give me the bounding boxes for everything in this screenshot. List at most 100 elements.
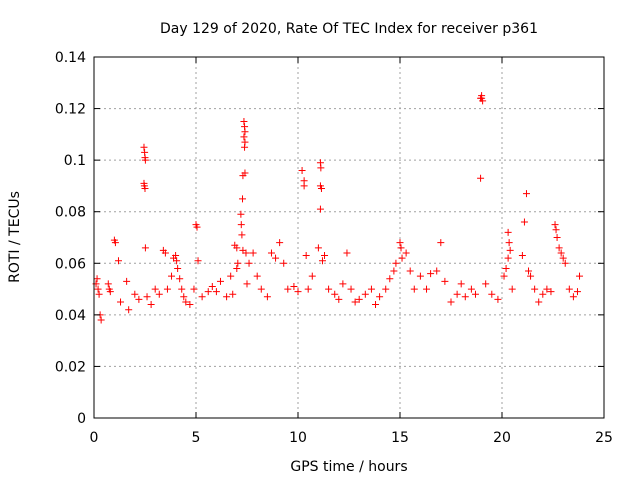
data-point: [284, 285, 292, 293]
data-point: [347, 285, 355, 293]
data-point: [190, 285, 198, 293]
data-point: [290, 282, 298, 290]
data-point: [233, 244, 241, 252]
y-tick-label: 0.06: [55, 256, 86, 272]
data-point: [535, 298, 543, 306]
data-point: [242, 249, 250, 257]
data-point: [193, 223, 201, 231]
data-point: [410, 285, 418, 293]
data-point: [143, 293, 151, 301]
data-point: [272, 254, 280, 262]
data-point: [527, 272, 535, 280]
data-point: [343, 249, 351, 257]
data-point: [321, 252, 329, 260]
data-point: [241, 169, 249, 177]
data-point: [163, 285, 171, 293]
data-point: [494, 295, 502, 303]
data-point: [441, 277, 449, 285]
data-point: [267, 249, 275, 257]
data-point: [104, 280, 112, 288]
data-point: [204, 288, 212, 296]
y-tick-label: 0.02: [55, 359, 86, 375]
data-point: [471, 290, 479, 298]
data-point: [245, 259, 253, 267]
data-point: [223, 293, 231, 301]
data-point: [402, 249, 410, 257]
data-point: [93, 275, 101, 283]
data-point: [294, 288, 302, 296]
data-point: [317, 164, 325, 172]
data-point: [437, 239, 445, 247]
data-point: [331, 290, 339, 298]
data-point: [253, 272, 261, 280]
data-points: [92, 92, 584, 324]
chart-title: Day 129 of 2020, Rate Of TEC Index for r…: [160, 21, 538, 37]
data-point: [141, 244, 149, 252]
data-point: [95, 290, 103, 298]
data-point: [518, 252, 526, 260]
x-tick-label: 15: [391, 430, 409, 446]
data-point: [186, 301, 194, 309]
data-point: [135, 295, 143, 303]
data-point: [504, 254, 512, 262]
data-point: [427, 270, 435, 278]
data-point: [117, 298, 125, 306]
data-point: [573, 288, 581, 296]
data-point: [298, 166, 306, 174]
x-tick-label: 20: [493, 430, 511, 446]
data-point: [123, 277, 131, 285]
y-tick-label: 0: [77, 411, 86, 427]
data-point: [500, 272, 508, 280]
data-point: [478, 92, 486, 100]
data-point: [565, 285, 573, 293]
x-axis-label: GPS time / hours: [290, 459, 407, 475]
data-point: [508, 285, 516, 293]
data-point: [423, 285, 431, 293]
data-point: [416, 272, 424, 280]
data-point: [176, 275, 184, 283]
data-point: [539, 290, 547, 298]
data-point: [467, 285, 475, 293]
data-point: [561, 259, 569, 267]
data-point: [173, 257, 181, 265]
y-axis-label: ROTI / TECUs: [7, 191, 23, 283]
data-point: [111, 239, 119, 247]
data-point: [151, 285, 159, 293]
data-point: [569, 293, 577, 301]
data-point: [106, 288, 114, 296]
data-point: [506, 246, 514, 254]
data-point: [576, 272, 584, 280]
data-point: [543, 285, 551, 293]
data-point: [249, 249, 257, 257]
data-point: [114, 257, 122, 265]
plot-frame: [93, 56, 605, 419]
data-point: [351, 298, 359, 306]
data-point: [531, 285, 539, 293]
data-point: [457, 280, 465, 288]
data-point: [525, 267, 533, 275]
data-point: [194, 257, 202, 265]
axis-ticks: 0 5 10 15 20 25 0 0.02 0.04 0.06 0.08 0.1 0.12 0.14: [55, 50, 613, 446]
data-point: [367, 285, 375, 293]
data-point: [477, 174, 485, 182]
data-point: [263, 293, 271, 301]
data-point: [243, 280, 251, 288]
data-point: [397, 244, 405, 252]
data-point: [522, 190, 530, 198]
grid-lines: [94, 57, 604, 418]
data-point: [216, 277, 224, 285]
data-point: [316, 205, 324, 213]
data-point: [174, 264, 182, 272]
data-point: [382, 285, 390, 293]
data-point: [552, 226, 560, 234]
data-point: [390, 267, 398, 275]
data-point: [237, 221, 245, 229]
data-point: [376, 293, 384, 301]
data-point: [140, 143, 148, 151]
data-point: [339, 280, 347, 288]
y-tick-label: 0.14: [55, 50, 86, 66]
data-point: [453, 290, 461, 298]
data-point: [94, 285, 102, 293]
y-tick-label: 0.1: [64, 153, 86, 169]
data-point: [386, 275, 394, 283]
